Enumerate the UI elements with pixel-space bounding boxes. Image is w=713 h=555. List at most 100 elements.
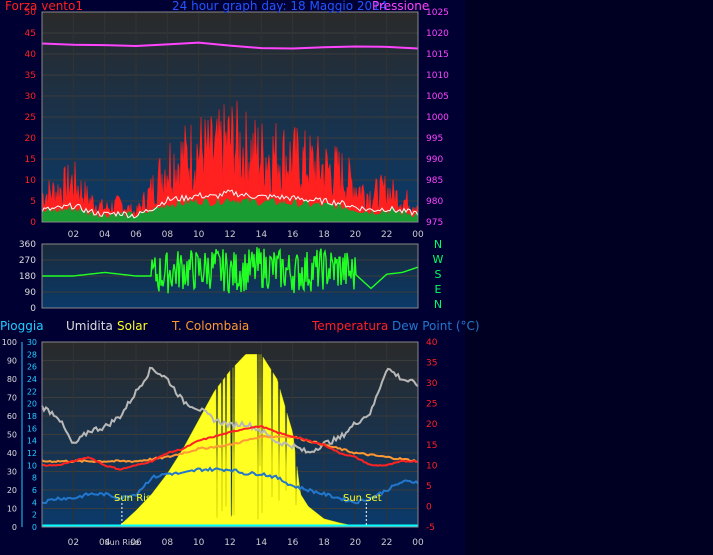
- y-tick-label: 5: [30, 197, 36, 207]
- humidity-series: [41, 366, 419, 454]
- wind-pressure-panel: 0510152025303540455097598098599099510001…: [25, 8, 450, 240]
- wind-gust-series: [42, 197, 418, 222]
- humidity-tick-label: 70: [7, 394, 17, 403]
- x-tick-label: 02: [68, 538, 79, 548]
- direction-series: [42, 247, 419, 294]
- temperature-series: [41, 424, 419, 471]
- x-tick-label: 20: [350, 230, 362, 240]
- y2-tick-label: 1015: [426, 50, 449, 60]
- y-tick-label: 15: [25, 155, 36, 165]
- rain-tick-label: 10: [27, 461, 37, 470]
- temp-tick-label: -5: [426, 523, 435, 533]
- x-tick-label: 04: [99, 230, 111, 240]
- rain-tick-label: 22: [27, 387, 37, 396]
- y-tick-label: 90: [25, 288, 37, 298]
- rain-tick-label: 18: [27, 412, 37, 421]
- rain-tick-label: 20: [27, 400, 37, 409]
- humidity-tick-label: 10: [7, 505, 17, 514]
- dew-point-series: [41, 466, 419, 505]
- y-tick-label: 20: [25, 134, 37, 144]
- x-tick-label: 04: [99, 538, 111, 548]
- dir-letter: S: [434, 268, 442, 281]
- temperature-humidity-panel: 0102030405060708090100024681012141618202…: [2, 338, 438, 548]
- temp-tick-label: 5: [426, 482, 432, 492]
- y2-tick-label: 995: [426, 134, 443, 144]
- x-tick-label: 16: [287, 230, 299, 240]
- rain-tick-label: 28: [27, 350, 37, 359]
- x-tick-label: 08: [162, 230, 174, 240]
- y2-tick-label: 1010: [426, 71, 449, 81]
- temp-tick-label: 20: [426, 420, 438, 430]
- y2-tick-label: 990: [426, 155, 443, 165]
- wind-average-series: [41, 189, 419, 219]
- dir-letter: W: [432, 253, 444, 266]
- y-tick-label: 25: [25, 113, 36, 123]
- humidity-tick-label: 20: [7, 486, 17, 495]
- y2-tick-label: 985: [426, 176, 443, 186]
- temp-tick-label: 30: [426, 379, 438, 389]
- x-tick-label: 16: [287, 538, 299, 548]
- rain-tick-label: 4: [32, 498, 37, 507]
- y-tick-label: 45: [25, 29, 36, 39]
- station-label: T. Colombaia: [172, 319, 250, 333]
- station-temperature-series: [41, 434, 419, 464]
- rain-tick-label: 14: [27, 437, 37, 446]
- temp-tick-label: 40: [426, 338, 438, 348]
- x-tick-label: 18: [318, 538, 330, 548]
- temp-tick-label: 10: [426, 461, 438, 471]
- humidity-tick-label: 80: [7, 375, 17, 384]
- y-tick-label: 10: [25, 176, 37, 186]
- x-tick-label: 00: [412, 230, 424, 240]
- x-tick-label: 10: [193, 230, 205, 240]
- rain-tick-label: 6: [32, 486, 37, 495]
- x-tick-label: 14: [256, 230, 268, 240]
- rain-tick-label: 0: [32, 523, 37, 532]
- pressure-label: Pressione: [372, 0, 430, 13]
- x-tick-label: 08: [162, 538, 174, 548]
- x-tick-label: 06: [130, 538, 142, 548]
- y-tick-label: 40: [25, 50, 37, 60]
- x-tick-label: 02: [68, 230, 79, 240]
- x-tick-label: 18: [318, 230, 330, 240]
- rain-tick-label: 8: [32, 474, 37, 483]
- x-tick-label: 22: [381, 230, 392, 240]
- rain-tick-label: 30: [27, 338, 37, 347]
- y-tick-label: 180: [19, 272, 36, 282]
- direction-letters: N W S E N: [430, 238, 446, 311]
- x-tick-label: 22: [381, 538, 392, 548]
- wind-speed-label: Forza vento1: [5, 0, 83, 13]
- plot-border: [41, 341, 419, 528]
- x-tick-label: 14: [256, 538, 268, 548]
- rain-tick-label: 24: [27, 375, 37, 384]
- rain-tick-label: 2: [32, 511, 37, 520]
- humidity-tick-label: 50: [7, 431, 17, 440]
- rain-tick-label: 12: [27, 449, 37, 458]
- rain-tick-label: 26: [27, 363, 37, 372]
- humidity-tick-label: 30: [7, 468, 17, 477]
- wind-direction-panel: 0 90 180 270 360: [19, 240, 419, 314]
- y-tick-label: 0: [30, 218, 36, 228]
- y2-tick-label: 1025: [426, 8, 449, 18]
- dir-letter: E: [434, 283, 442, 296]
- x-tick-label: 10: [193, 538, 205, 548]
- temp-tick-label: 25: [426, 400, 437, 410]
- y2-tick-label: 975: [426, 218, 443, 228]
- y-tick-label: 270: [19, 256, 36, 266]
- humidity-tick-label: 100: [2, 338, 17, 347]
- x-tick-label: 12: [224, 538, 235, 548]
- y2-tick-label: 1000: [426, 113, 449, 123]
- x-tick-label: 20: [350, 538, 362, 548]
- temp-tick-label: 0: [426, 502, 432, 512]
- chart-title: 24 hour graph day: 18 Maggio 2014: [172, 0, 388, 13]
- y-tick-label: 0: [30, 304, 36, 314]
- sun-rise-marker: Sun Rise: [114, 493, 158, 504]
- y2-tick-label: 1005: [426, 92, 449, 102]
- dir-letter: N: [433, 238, 443, 251]
- temp-tick-label: 15: [426, 441, 437, 451]
- x-tick-label: 00: [412, 538, 424, 548]
- humidity-tick-label: 40: [7, 449, 17, 458]
- dir-letter: N: [433, 298, 443, 311]
- humidity-tick-label: 60: [7, 412, 17, 421]
- x-tick-label: 06: [130, 230, 142, 240]
